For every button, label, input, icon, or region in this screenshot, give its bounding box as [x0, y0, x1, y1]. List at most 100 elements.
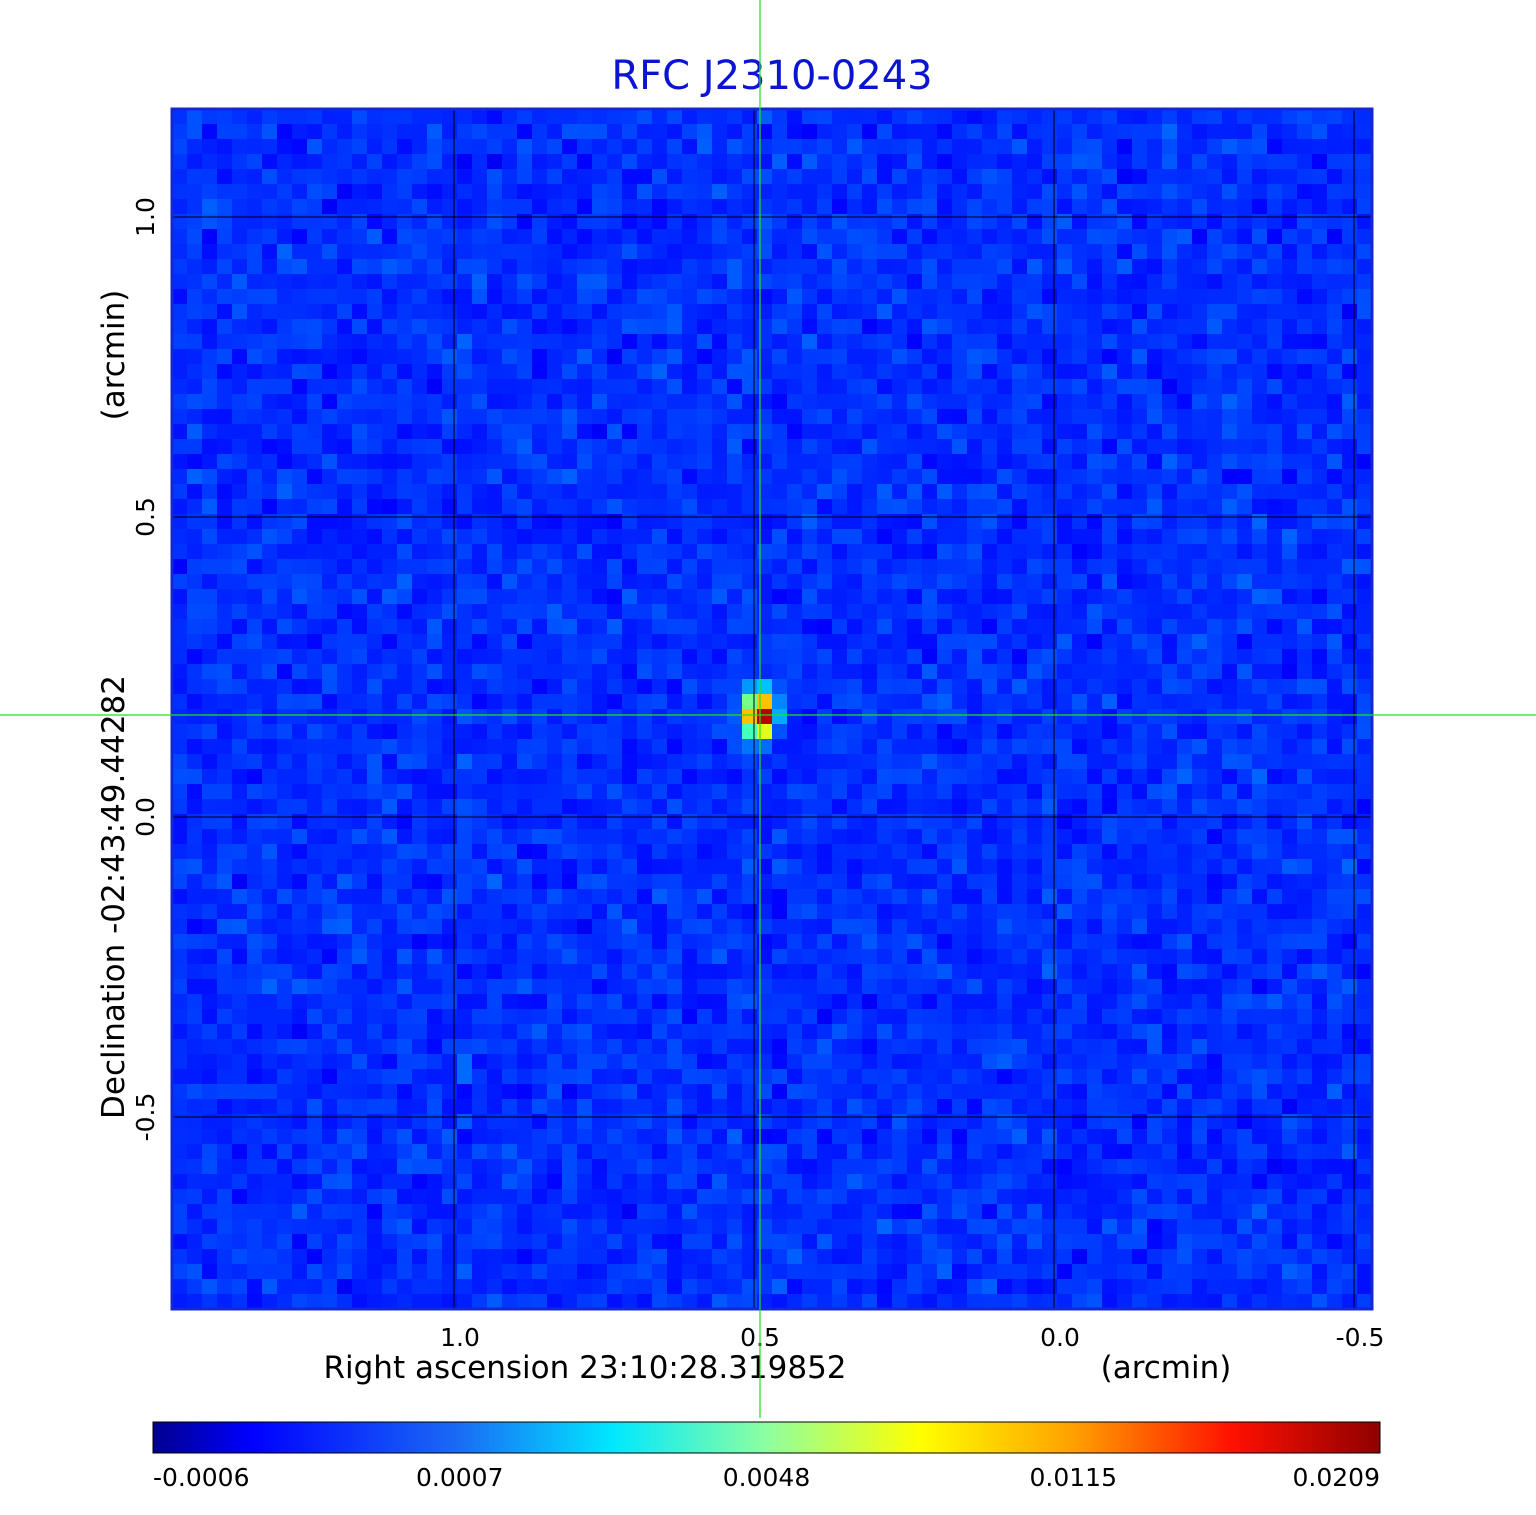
- map-pixel: [1192, 289, 1208, 305]
- map-pixel: [1087, 139, 1103, 155]
- map-pixel: [1357, 109, 1372, 125]
- map-pixel: [697, 754, 713, 770]
- map-pixel: [1237, 859, 1253, 875]
- map-pixel: [1102, 709, 1118, 725]
- map-pixel: [442, 859, 458, 875]
- map-pixel: [382, 589, 398, 605]
- map-pixel: [1042, 859, 1058, 875]
- map-pixel: [892, 739, 908, 755]
- map-pixel: [772, 589, 788, 605]
- map-pixel: [1222, 454, 1238, 470]
- map-pixel: [1042, 829, 1058, 845]
- map-pixel: [442, 754, 458, 770]
- map-pixel: [952, 454, 968, 470]
- map-pixel: [1297, 649, 1313, 665]
- map-pixel: [487, 574, 503, 590]
- map-pixel: [832, 364, 848, 380]
- map-pixel: [697, 694, 713, 710]
- map-pixel: [397, 919, 413, 935]
- map-pixel: [472, 574, 488, 590]
- map-pixel: [997, 949, 1013, 965]
- map-pixel: [1222, 649, 1238, 665]
- map-pixel: [1252, 154, 1268, 170]
- map-pixel: [292, 529, 308, 545]
- map-pixel: [1252, 379, 1268, 395]
- map-pixel: [1102, 394, 1118, 410]
- map-pixel: [217, 424, 233, 440]
- map-pixel: [652, 154, 668, 170]
- map-pixel: [742, 229, 758, 245]
- map-pixel: [1177, 289, 1193, 305]
- map-pixel: [487, 634, 503, 650]
- map-pixel: [1117, 244, 1133, 260]
- map-pixel: [262, 769, 278, 785]
- map-pixel: [1012, 784, 1028, 800]
- map-pixel: [952, 979, 968, 995]
- map-pixel: [292, 1024, 308, 1040]
- map-pixel: [412, 304, 428, 320]
- map-pixel: [187, 1024, 203, 1040]
- map-pixel: [502, 229, 518, 245]
- map-pixel: [427, 559, 443, 575]
- map-pixel: [787, 529, 803, 545]
- map-pixel: [562, 874, 578, 890]
- map-pixel: [247, 964, 263, 980]
- map-pixel: [307, 664, 323, 680]
- map-pixel: [277, 574, 293, 590]
- map-pixel: [1357, 514, 1372, 530]
- map-pixel: [1342, 169, 1358, 185]
- map-pixel: [1012, 454, 1028, 470]
- map-pixel: [397, 889, 413, 905]
- map-pixel: [877, 754, 893, 770]
- map-pixel: [172, 454, 188, 470]
- map-pixel: [1087, 769, 1103, 785]
- map-pixel: [682, 274, 698, 290]
- map-pixel: [502, 349, 518, 365]
- map-pixel: [1222, 349, 1238, 365]
- map-pixel: [457, 889, 473, 905]
- map-pixel: [1312, 874, 1328, 890]
- map-pixel: [982, 964, 998, 980]
- map-pixel: [1237, 439, 1253, 455]
- map-pixel: [907, 334, 923, 350]
- map-pixel: [187, 874, 203, 890]
- map-pixel: [1342, 379, 1358, 395]
- map-pixel: [187, 634, 203, 650]
- map-pixel: [1297, 199, 1313, 215]
- map-pixels: [172, 109, 1372, 1309]
- map-pixel: [457, 979, 473, 995]
- map-pixel: [187, 934, 203, 950]
- map-pixel: [1312, 199, 1328, 215]
- map-pixel: [937, 244, 953, 260]
- map-pixel: [1057, 244, 1073, 260]
- map-pixel: [1222, 784, 1238, 800]
- map-pixel: [1357, 529, 1372, 545]
- map-pixel: [1327, 109, 1343, 125]
- map-pixel: [1312, 244, 1328, 260]
- map-pixel: [712, 349, 728, 365]
- map-pixel: [1177, 109, 1193, 125]
- map-pixel: [1057, 739, 1073, 755]
- map-pixel: [1327, 694, 1343, 710]
- map-pixel: [922, 559, 938, 575]
- map-pixel: [1102, 889, 1118, 905]
- map-pixel: [337, 904, 353, 920]
- map-pixel: [457, 1009, 473, 1025]
- map-pixel: [1207, 589, 1223, 605]
- map-pixel: [997, 244, 1013, 260]
- map-pixel: [757, 274, 773, 290]
- map-pixel: [622, 934, 638, 950]
- map-pixel: [427, 634, 443, 650]
- map-pixel: [682, 1039, 698, 1055]
- map-pixel: [487, 154, 503, 170]
- map-pixel: [1162, 514, 1178, 530]
- map-pixel: [217, 664, 233, 680]
- map-pixel: [292, 604, 308, 620]
- map-pixel: [787, 199, 803, 215]
- map-pixel: [757, 529, 773, 545]
- map-pixel: [262, 304, 278, 320]
- map-pixel: [547, 1024, 563, 1040]
- map-pixel: [307, 829, 323, 845]
- map-pixel: [697, 169, 713, 185]
- map-pixel: [352, 949, 368, 965]
